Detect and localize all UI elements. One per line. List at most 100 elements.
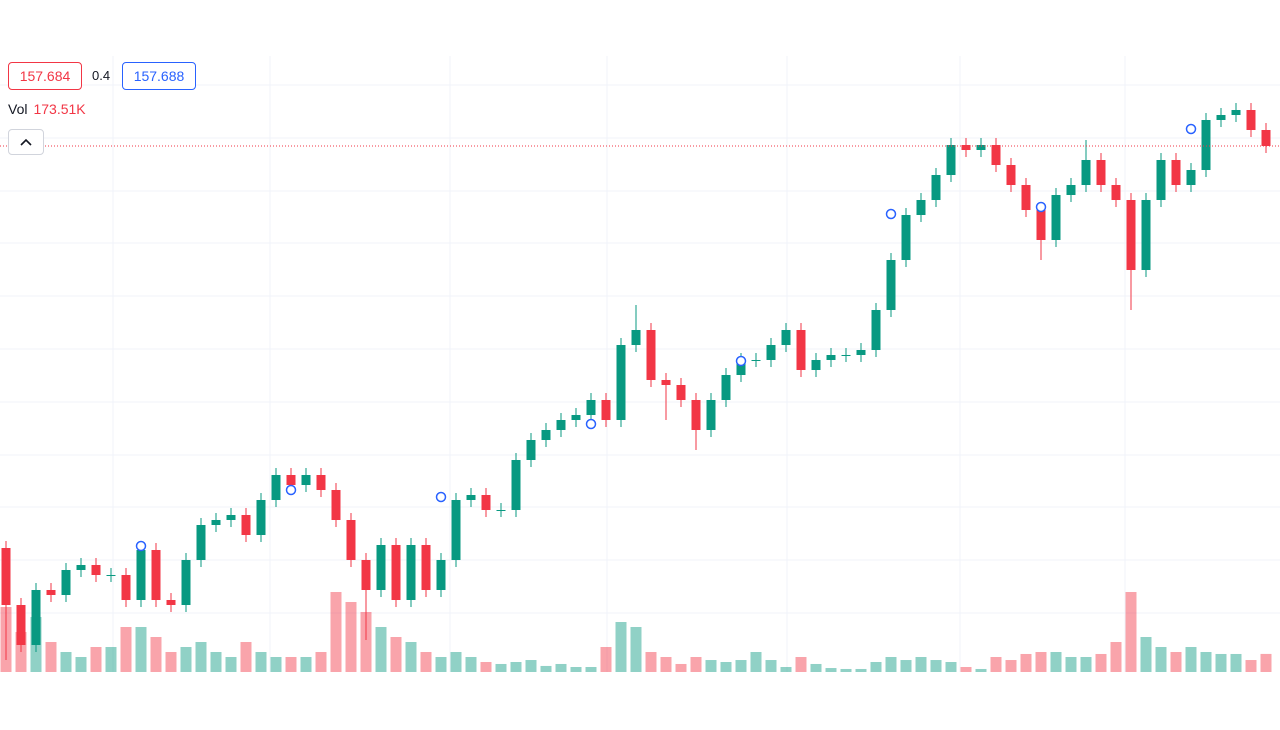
candle-body: [136, 550, 146, 600]
volume-bar: [735, 660, 747, 672]
volume-bar: [630, 627, 642, 672]
volume-bar: [1095, 653, 1107, 672]
trade-marker: [885, 208, 897, 220]
ask-price[interactable]: 157.688: [122, 62, 196, 90]
candle-body: [391, 545, 401, 600]
candle-body: [466, 495, 476, 500]
candle-body: [856, 350, 866, 355]
volume-bar: [195, 642, 207, 672]
volume-bar: [180, 647, 192, 672]
candle-body: [271, 475, 281, 500]
candle-body: [1186, 170, 1196, 185]
volume-bar: [1170, 652, 1182, 672]
candle-body: [211, 520, 221, 525]
volume-bar: [675, 663, 687, 672]
candle-body: [1231, 110, 1241, 115]
volume-bar: [765, 660, 777, 672]
volume-bar: [360, 612, 372, 672]
volume-bar: [690, 657, 702, 672]
volume-bar: [375, 627, 387, 672]
trade-marker: [435, 491, 447, 503]
trade-marker: [735, 355, 747, 367]
candle-body: [931, 175, 941, 200]
candle-body: [121, 575, 131, 600]
candle-body: [676, 385, 686, 400]
trade-marker: [135, 540, 147, 552]
volume-bar: [120, 627, 132, 672]
volume-bar: [345, 602, 357, 672]
candle-body: [1246, 110, 1256, 130]
candle-body: [886, 260, 896, 310]
candle-body: [16, 605, 26, 645]
candle-body: [541, 430, 551, 440]
volume-bar: [45, 642, 57, 672]
volume-bar: [105, 647, 117, 672]
volume-bar: [60, 652, 72, 672]
candle-body: [76, 565, 86, 570]
candle-body: [241, 515, 251, 535]
candle-body: [1006, 165, 1016, 185]
volume-bar: [1185, 647, 1197, 672]
candle-body: [1126, 200, 1136, 270]
volume-bar: [450, 652, 462, 672]
volume-bar: [645, 652, 657, 672]
volume-bar: [990, 657, 1002, 672]
volume-name: Vol: [8, 101, 28, 117]
volume-bar: [420, 652, 432, 672]
volume-bar: [555, 663, 567, 672]
volume-bar: [1155, 647, 1167, 672]
candle-body: [301, 475, 311, 485]
volume-bar: [240, 642, 252, 672]
candle-body: [361, 560, 371, 590]
candle-body: [1051, 195, 1061, 240]
volume-bar: [975, 668, 987, 672]
candle-body: [826, 355, 836, 360]
volume-bar: [840, 668, 852, 672]
candle-body: [31, 590, 41, 645]
volume-bar: [165, 652, 177, 672]
volume-bar: [75, 657, 87, 672]
candle-body: [436, 560, 446, 590]
candle-body: [61, 570, 71, 595]
volume-bar: [330, 592, 342, 672]
candle-body: [256, 500, 266, 535]
volume-bar: [750, 652, 762, 672]
candle-body: [1171, 160, 1181, 185]
volume-bar: [960, 667, 972, 672]
volume-bar: [870, 662, 882, 672]
volume-value: 173.51K: [33, 101, 86, 117]
candle-body: [991, 145, 1001, 165]
volume-bar: [600, 647, 612, 672]
candle-body: [1111, 185, 1121, 200]
volume-bar: [1065, 657, 1077, 672]
candle-body: [511, 460, 521, 510]
volume-bar: [825, 668, 837, 672]
volume-bar: [1035, 652, 1047, 672]
volume-bar: [540, 665, 552, 672]
candle-body: [376, 545, 386, 590]
candle-body: [526, 440, 536, 460]
candle-body: [1021, 185, 1031, 210]
volume-bar: [810, 663, 822, 672]
volume-bar: [1230, 653, 1242, 672]
volume-bar: [720, 662, 732, 672]
volume-bar: [1020, 653, 1032, 672]
candle-body: [631, 330, 641, 345]
volume-legend: Vol 173.51K: [8, 101, 86, 117]
volume-bar: [615, 622, 627, 672]
candle-body: [1, 548, 11, 605]
candle-body: [1201, 120, 1211, 170]
volume-bar: [525, 660, 537, 672]
volume-bar: [510, 662, 522, 672]
trade-marker: [285, 484, 297, 496]
volume-bar: [285, 657, 297, 672]
volume-bar: [315, 652, 327, 672]
bid-price[interactable]: 157.684: [8, 62, 82, 90]
candle-body: [1156, 160, 1166, 200]
volume-bar: [255, 652, 267, 672]
collapse-button[interactable]: [8, 129, 44, 155]
volume-bar: [135, 627, 147, 672]
volume-bar: [1050, 652, 1062, 672]
candle-body: [166, 600, 176, 605]
